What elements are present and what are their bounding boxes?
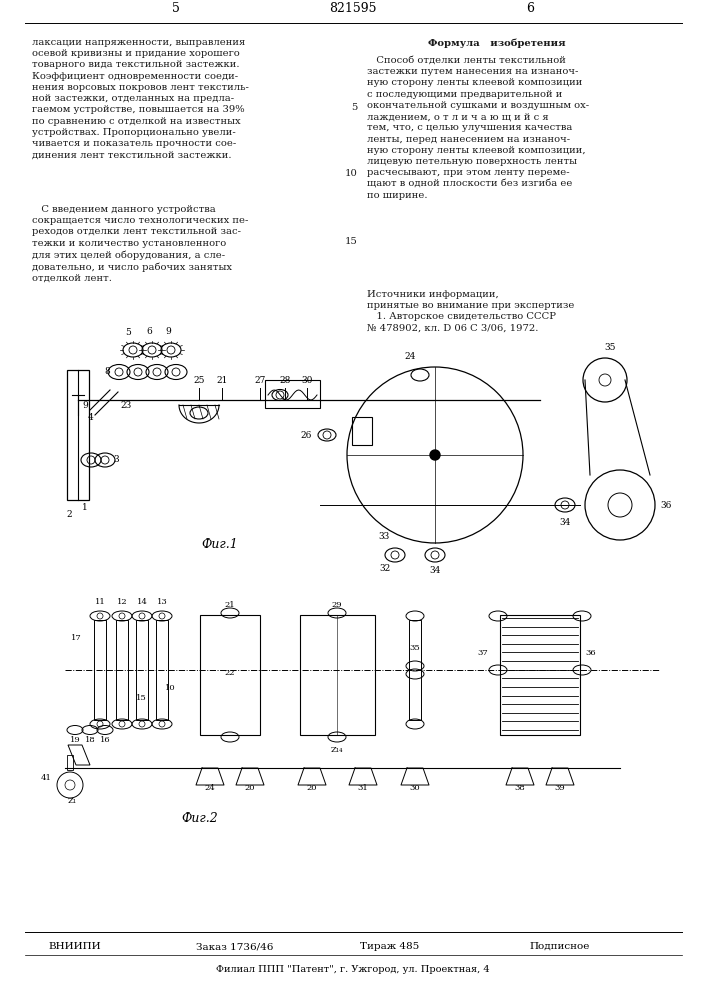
Text: 821595: 821595 [329, 2, 377, 15]
Text: Фиг.2: Фиг.2 [182, 812, 218, 824]
Text: 6: 6 [526, 2, 534, 15]
Text: 12: 12 [117, 598, 127, 606]
Text: 37: 37 [477, 649, 488, 657]
Text: Способ отделки ленты текстильной
застежки путем нанесения на изнаноч-
ную сторон: Способ отделки ленты текстильной застежк… [367, 56, 589, 200]
Bar [500, 615, 580, 735]
Bar [116, 620, 128, 720]
Bar [265, 380, 320, 408]
Text: Тираж 485: Тираж 485 [361, 942, 420, 951]
Text: Подписное: Подписное [530, 942, 590, 951]
Bar [67, 370, 89, 500]
Bar [156, 620, 168, 720]
Text: 4: 4 [87, 414, 93, 422]
Text: 24: 24 [404, 352, 416, 361]
Text: 22: 22 [225, 669, 235, 677]
Text: Формула   изобретения: Формула изобретения [428, 38, 566, 47]
Text: 28: 28 [279, 376, 291, 385]
Text: 23: 23 [120, 400, 132, 410]
Text: 5: 5 [351, 103, 358, 111]
Text: 15: 15 [345, 236, 358, 245]
Text: 32: 32 [380, 564, 391, 573]
Text: 2: 2 [66, 510, 72, 519]
Text: Заказ 1736/46: Заказ 1736/46 [197, 942, 274, 951]
Text: 31: 31 [358, 784, 368, 792]
Text: 34: 34 [559, 518, 571, 527]
Bar [200, 615, 260, 735]
Text: 38: 38 [515, 784, 525, 792]
Text: Источники информации,
принятые во внимание при экспертизе
   1. Авторское свидет: Источники информации, принятые во вниман… [367, 290, 574, 333]
Text: 3: 3 [113, 456, 119, 464]
Text: 1: 1 [82, 503, 88, 512]
Bar [67, 755, 73, 770]
Text: Z₁: Z₁ [67, 797, 76, 805]
Bar [300, 615, 375, 735]
Text: 27: 27 [255, 376, 266, 385]
Text: 39: 39 [554, 784, 566, 792]
Text: Z₁₄: Z₁₄ [331, 746, 344, 754]
Text: 29: 29 [332, 601, 342, 609]
Text: С введением данного устройства
сокращается число технологических пе-
реходов отд: С введением данного устройства сокращает… [32, 205, 248, 283]
Text: 20: 20 [307, 784, 317, 792]
Text: 6: 6 [146, 327, 152, 336]
Text: 21: 21 [225, 601, 235, 609]
Text: Фиг.1: Фиг.1 [201, 538, 238, 552]
Text: 30: 30 [301, 376, 312, 385]
Text: 17: 17 [71, 634, 82, 642]
Text: 25: 25 [193, 376, 205, 385]
Text: ВНИИПИ: ВНИИПИ [49, 942, 101, 951]
Text: 15: 15 [136, 694, 147, 702]
Circle shape [430, 450, 440, 460]
Bar [409, 620, 421, 720]
Text: 14: 14 [136, 598, 148, 606]
Text: лаксации напряженности, выправления
осевой кривизны и придание хорошего
товарног: лаксации напряженности, выправления осев… [32, 38, 249, 159]
Text: 10: 10 [165, 684, 175, 692]
Text: 8: 8 [104, 367, 110, 376]
Bar [94, 620, 106, 720]
Text: 36: 36 [585, 649, 595, 657]
Bar [136, 620, 148, 720]
Text: 13: 13 [157, 598, 168, 606]
Text: 34: 34 [429, 566, 440, 575]
Text: 33: 33 [379, 532, 390, 541]
Text: 35: 35 [604, 343, 616, 352]
Text: 35: 35 [409, 644, 421, 652]
Text: 26: 26 [300, 430, 312, 440]
Text: 41: 41 [41, 774, 52, 782]
Text: 24: 24 [204, 784, 216, 792]
Text: 18: 18 [85, 736, 95, 744]
Text: 11: 11 [95, 598, 105, 606]
Text: 19: 19 [69, 736, 81, 744]
Text: 21: 21 [216, 376, 228, 385]
Text: Филиал ППП "Патент", г. Ужгород, ул. Проектная, 4: Филиал ППП "Патент", г. Ужгород, ул. Про… [216, 965, 490, 974]
Text: 36: 36 [660, 500, 672, 510]
Text: 5: 5 [125, 328, 131, 337]
Text: 16: 16 [100, 736, 110, 744]
Text: 30: 30 [409, 784, 421, 792]
Text: 9: 9 [82, 400, 88, 410]
Text: 20: 20 [245, 784, 255, 792]
Polygon shape [68, 745, 90, 765]
Bar [352, 417, 372, 445]
Text: 9: 9 [165, 327, 171, 336]
Text: 5: 5 [172, 2, 180, 15]
Text: 10: 10 [345, 169, 358, 178]
